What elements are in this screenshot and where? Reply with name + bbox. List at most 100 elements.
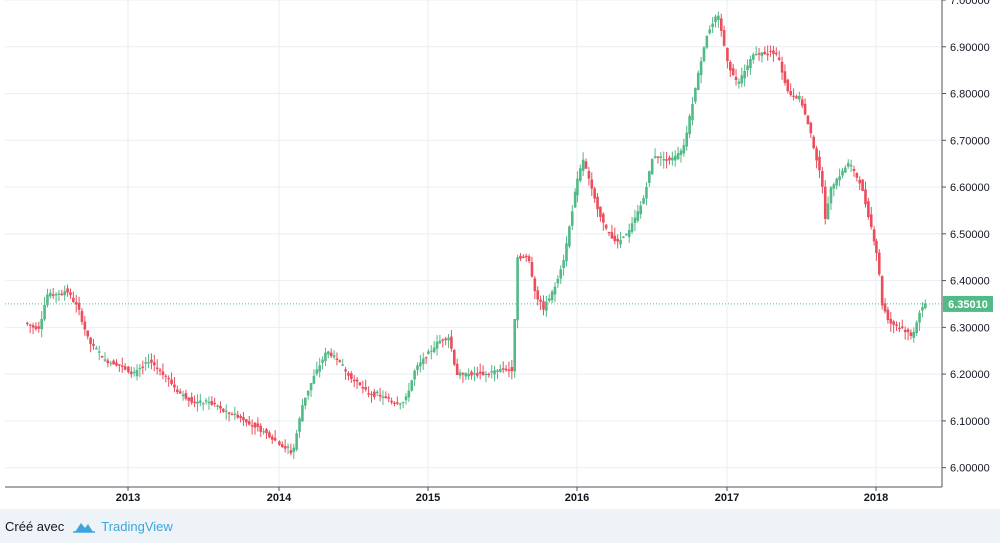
candle-up	[432, 347, 436, 353]
candle-down	[507, 369, 511, 371]
candle-up	[201, 403, 205, 405]
candle-down	[219, 405, 222, 409]
candle-down	[268, 432, 271, 438]
candle-up	[653, 156, 657, 158]
candle-down	[461, 373, 465, 375]
candle-up	[671, 157, 674, 161]
candle-down	[259, 425, 263, 432]
candle-up	[458, 372, 462, 376]
candle-up	[473, 372, 476, 375]
last-price-label: 6.35010	[948, 299, 988, 311]
candle-down	[780, 61, 784, 73]
candle-down	[100, 355, 104, 358]
candle-down	[772, 50, 775, 54]
candle-down	[852, 168, 856, 171]
candle-up	[556, 278, 560, 284]
candle-up	[688, 116, 691, 135]
candle-up	[298, 418, 301, 432]
candle-down	[757, 53, 761, 55]
x-tick-label: 2018	[864, 492, 888, 504]
candle-up	[685, 132, 689, 147]
candle-up	[642, 198, 645, 204]
candle-down	[230, 414, 234, 416]
y-axis-labels: 6.00000 6.10000 6.20000 6.30000 6.40000 6.500…	[942, 0, 990, 475]
candle-down	[384, 396, 388, 399]
candle-up	[95, 347, 98, 350]
footer-bar: Créé avec TradingView	[0, 509, 1000, 543]
candle-down	[855, 173, 859, 178]
candle-down	[590, 179, 594, 189]
candle-down	[51, 294, 55, 296]
candle-down	[37, 326, 41, 329]
candle-up	[746, 65, 749, 71]
candle-down	[536, 290, 540, 300]
candle-up	[332, 355, 336, 358]
candle-up	[740, 75, 744, 84]
candle-down	[92, 343, 95, 346]
candle-down	[74, 302, 78, 305]
candle-up	[547, 298, 551, 301]
candle-down	[823, 186, 827, 219]
candle-up	[216, 405, 219, 407]
candle-down	[80, 310, 84, 322]
candle-down	[355, 379, 359, 382]
candle-down	[470, 371, 473, 376]
candle-down	[256, 423, 260, 427]
candle-up	[676, 153, 680, 160]
candle-up	[429, 350, 433, 352]
candle-down	[542, 301, 545, 310]
price-chart[interactable]: 2013 2014 2015 2016 2017 2018 6.000006.100006…	[0, 0, 1000, 510]
candle-down	[112, 360, 115, 365]
y-tick-label: 6.80000	[950, 89, 990, 101]
candle-down	[519, 255, 522, 259]
candle-down	[777, 57, 781, 60]
candle-down	[533, 278, 537, 292]
candle-down	[370, 393, 373, 396]
candle-down	[227, 412, 231, 414]
candle-up	[625, 233, 628, 236]
candle-up	[573, 191, 577, 208]
candle-down	[783, 71, 787, 83]
candle-up	[109, 362, 113, 364]
candle-up	[645, 186, 648, 199]
candle-down	[31, 325, 35, 328]
candle-up	[829, 187, 833, 204]
candle-down	[150, 359, 153, 363]
candle-down	[803, 103, 807, 115]
candle-down	[184, 393, 188, 399]
candle-down	[530, 261, 534, 277]
candle-down	[883, 303, 887, 312]
candle-up	[648, 171, 651, 183]
candle-down	[610, 232, 614, 239]
candle-down	[450, 336, 453, 349]
candle-down	[83, 321, 87, 330]
candle-up	[401, 402, 405, 404]
candle-up	[381, 396, 385, 398]
candle-down	[815, 148, 818, 161]
candle-up	[321, 359, 324, 363]
candle-down	[164, 375, 168, 377]
candle-up	[132, 371, 136, 374]
candle-up	[553, 286, 557, 295]
candle-up	[559, 269, 563, 279]
candle-up	[49, 292, 52, 297]
tradingview-link[interactable]: TradingView	[72, 519, 173, 534]
candle-down	[364, 387, 368, 390]
candle-up	[315, 369, 319, 374]
candle-down	[280, 444, 284, 448]
candle-down	[170, 379, 173, 385]
candle-down	[818, 156, 821, 171]
candle-up	[699, 61, 703, 76]
candle-up	[135, 369, 139, 377]
candle-up	[838, 176, 841, 181]
candle-down	[396, 402, 399, 404]
candle-down	[338, 360, 342, 362]
x-tick-label: 2017	[715, 492, 739, 504]
candle-up	[696, 72, 700, 91]
candle-up	[493, 370, 496, 375]
candle-down	[118, 364, 121, 366]
candle-down	[858, 179, 862, 184]
candle-down	[210, 401, 214, 405]
candle-down	[861, 179, 864, 191]
candle-up	[826, 203, 830, 220]
